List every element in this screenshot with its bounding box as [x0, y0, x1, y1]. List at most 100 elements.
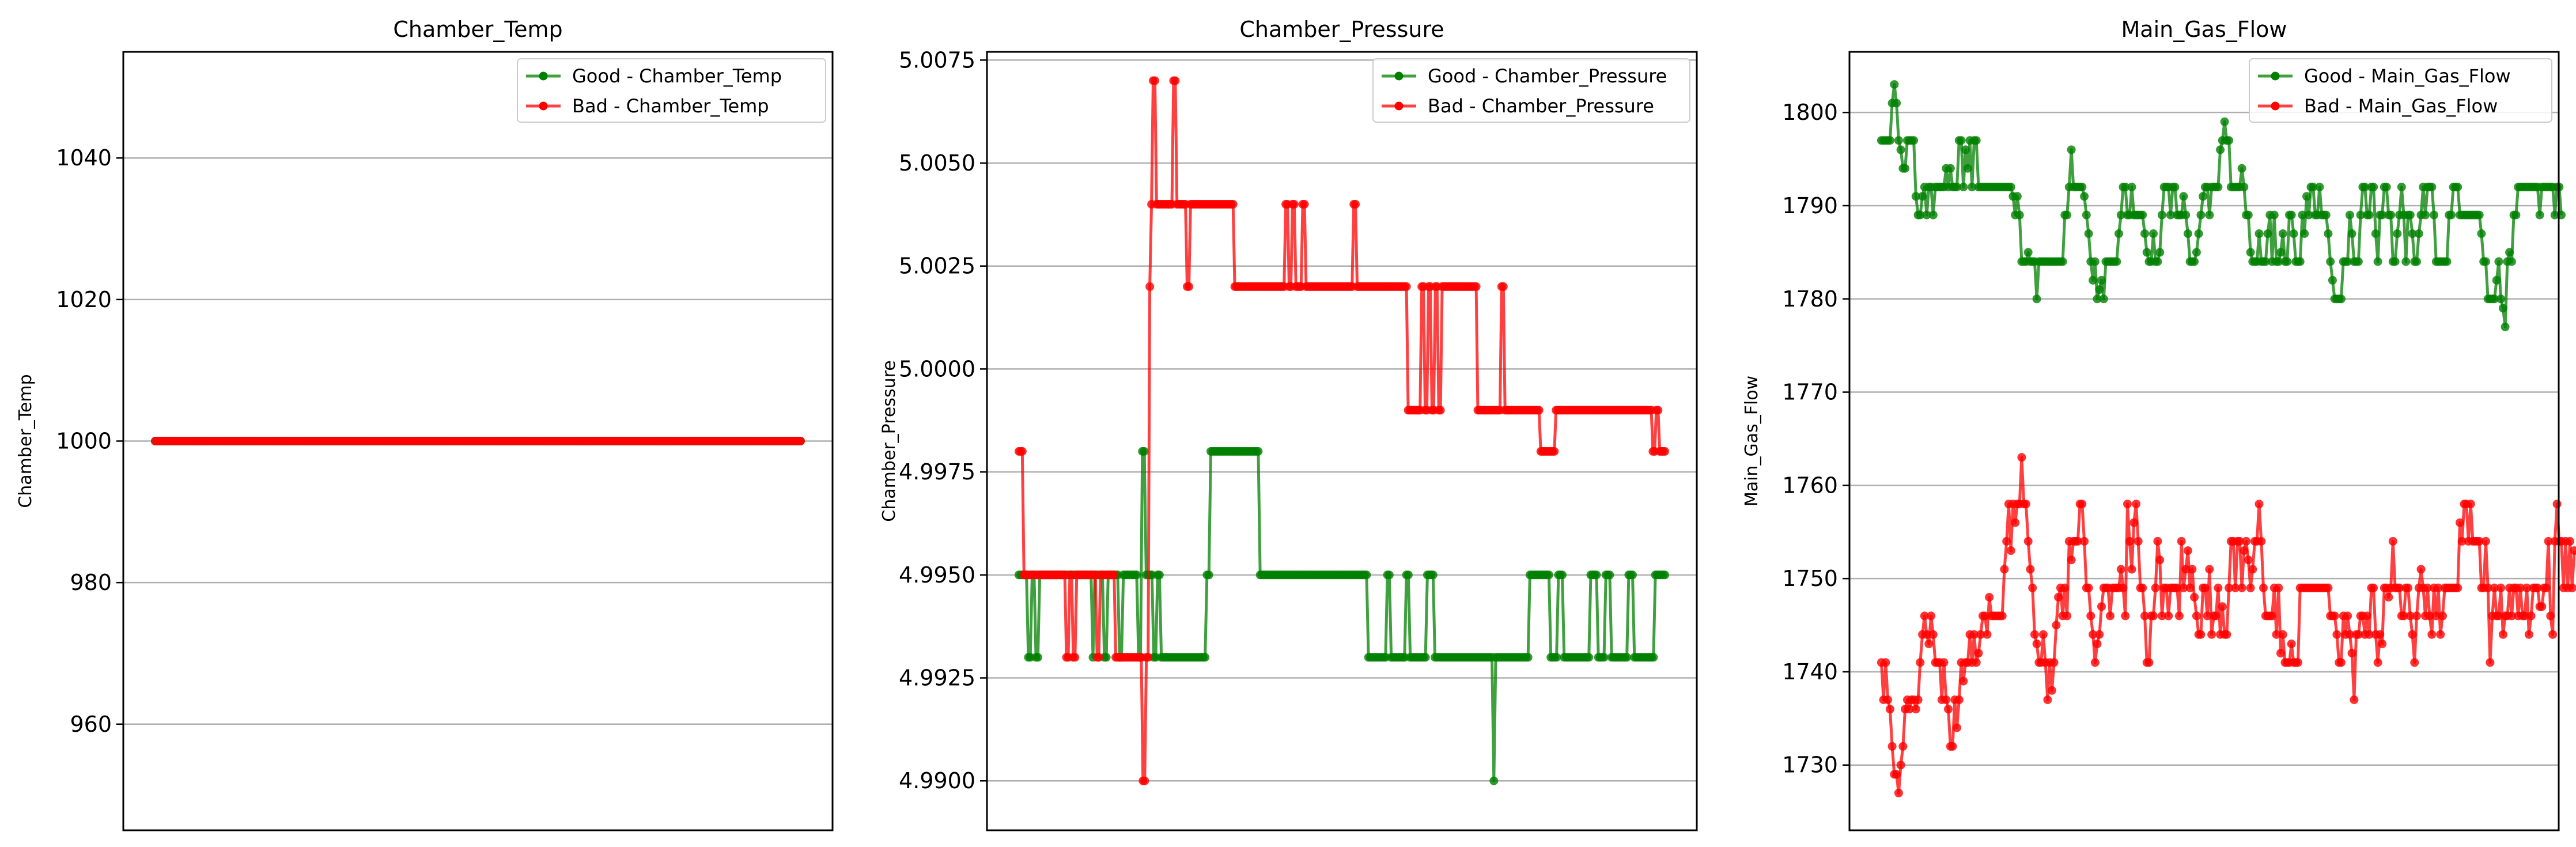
- data-point: [2438, 611, 2447, 621]
- data-point: [2082, 210, 2091, 220]
- y-tick-label: 4.9975: [899, 459, 975, 485]
- data-point: [2535, 210, 2544, 220]
- data-point: [2121, 611, 2130, 621]
- data-point: [1939, 658, 1949, 667]
- data-point: [1959, 676, 1968, 686]
- data-point: [2507, 611, 2516, 621]
- data-point: [1550, 447, 1559, 456]
- data-point: [2365, 630, 2374, 639]
- data-point: [2481, 536, 2490, 546]
- legend-box: [1372, 58, 1690, 123]
- data-point: [2177, 536, 2186, 546]
- data-point: [2494, 611, 2503, 621]
- data-point: [2287, 639, 2296, 648]
- data-point: [2021, 500, 2030, 509]
- data-point: [2309, 183, 2318, 192]
- data-point: [2345, 630, 2354, 639]
- data-point: [1289, 200, 1299, 209]
- data-point: [2181, 210, 2191, 220]
- data-point: [2505, 248, 2514, 257]
- data-point: [2179, 583, 2188, 592]
- data-point: [1976, 630, 1985, 639]
- data-point: [2052, 621, 2061, 630]
- data-point: [2453, 583, 2462, 592]
- data-point: [2000, 565, 2009, 574]
- data-point: [2183, 229, 2192, 238]
- data-point: [2028, 583, 2037, 592]
- data-point: [2384, 593, 2393, 602]
- data-point: [2097, 275, 2106, 285]
- data-point: [2255, 229, 2264, 238]
- data-point: [1972, 136, 1981, 145]
- data-point: [1660, 447, 1670, 456]
- data-point: [2457, 536, 2467, 546]
- data-point: [1974, 649, 1983, 658]
- data-point: [1499, 282, 1508, 291]
- data-point: [2205, 210, 2214, 220]
- data-point: [1649, 653, 1658, 662]
- y-tick-label: 5.0075: [899, 47, 975, 73]
- data-point: [2427, 630, 2437, 639]
- data-point: [1892, 99, 1901, 108]
- data-point: [1905, 705, 1914, 714]
- data-point: [1911, 192, 1920, 201]
- data-point: [2261, 257, 2270, 266]
- data-point: [1957, 136, 1966, 145]
- data-point: [2203, 611, 2212, 621]
- data-point: [2354, 257, 2363, 266]
- data-point: [1144, 653, 1153, 662]
- data-point: [2526, 611, 2536, 621]
- data-point: [796, 437, 805, 445]
- data-point: [2220, 117, 2229, 126]
- data-point: [2375, 630, 2385, 639]
- data-point: [2174, 611, 2184, 621]
- data-point: [2084, 229, 2093, 238]
- y-tick-label: 1000: [56, 429, 112, 454]
- data-point: [2356, 210, 2365, 220]
- data-point: [2246, 583, 2255, 592]
- data-point: [1885, 136, 1894, 145]
- data-point: [2361, 183, 2370, 192]
- data-point: [2142, 248, 2151, 257]
- y-tick-label: 960: [70, 712, 112, 737]
- data-point: [2408, 630, 2417, 639]
- data-point: [1017, 447, 1027, 456]
- data-point: [2095, 285, 2104, 294]
- data-point: [2080, 192, 2089, 201]
- data-point: [2274, 257, 2283, 266]
- data-point: [1928, 210, 1938, 220]
- data-point: [2073, 536, 2082, 546]
- data-point: [2170, 183, 2180, 192]
- data-point: [2240, 183, 2249, 192]
- data-point: [1922, 210, 1931, 220]
- data-point: [2125, 536, 2134, 546]
- data-point: [2032, 639, 2041, 648]
- data-point: [2116, 210, 2125, 220]
- data-point: [1896, 761, 1905, 770]
- data-point: [1922, 630, 1931, 639]
- data-point: [2354, 630, 2363, 639]
- data-point: [2362, 611, 2371, 621]
- data-point: [2431, 611, 2441, 621]
- data-point: [2112, 257, 2121, 266]
- data-point: [2408, 229, 2417, 238]
- data-point: [1954, 695, 1964, 704]
- data-point: [1881, 658, 1890, 667]
- data-point: [2369, 583, 2378, 592]
- data-point: [1916, 658, 1925, 667]
- data-point: [2475, 210, 2484, 220]
- data-point: [2248, 565, 2257, 574]
- y-tick-label: 1730: [1782, 753, 1838, 778]
- data-point: [2190, 257, 2199, 266]
- data-point: [1254, 447, 1263, 456]
- data-point: [2207, 630, 2216, 639]
- data-point: [2496, 294, 2506, 304]
- data-point: [2093, 294, 2102, 304]
- data-point: [1584, 653, 1594, 662]
- data-point: [2350, 695, 2359, 704]
- data-point: [1911, 705, 1920, 714]
- y-tick-label: 5.0050: [899, 150, 975, 176]
- data-point: [2127, 183, 2136, 192]
- legend-box: [2249, 58, 2552, 123]
- data-point: [2404, 583, 2412, 592]
